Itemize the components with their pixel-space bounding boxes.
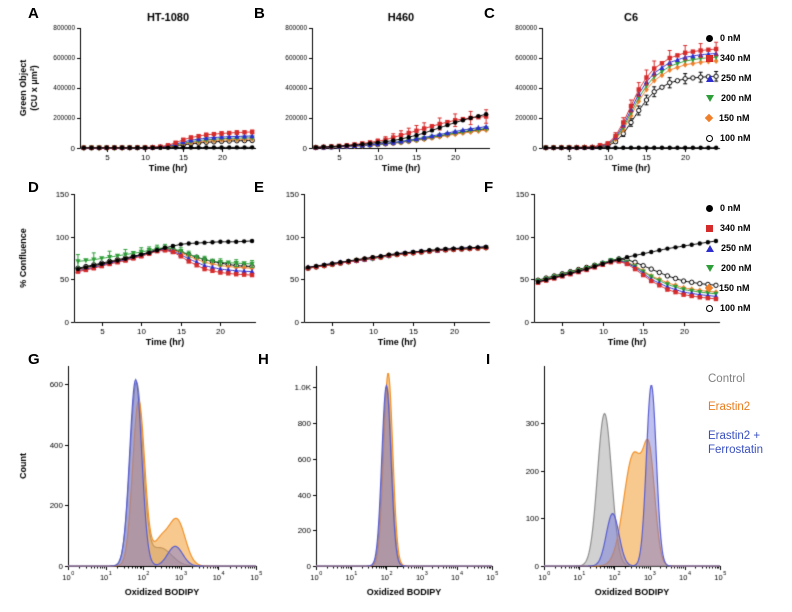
panel-h-chart bbox=[272, 354, 502, 600]
inverted-triangle-marker-icon bbox=[706, 94, 714, 102]
filled-square-marker-icon bbox=[706, 54, 713, 62]
legend-item: 150 nM bbox=[704, 108, 752, 128]
flow-legend: Control Erastin2 Erastin2 + Ferrostatin bbox=[708, 372, 792, 472]
legend-label: 200 nM bbox=[721, 93, 752, 103]
panel-d-chart bbox=[14, 182, 264, 352]
filled-square-marker-icon bbox=[706, 224, 713, 232]
panel-g-chart bbox=[14, 354, 266, 600]
legend-item: 200 nM bbox=[706, 88, 752, 108]
filled-circle-marker-icon bbox=[706, 204, 713, 212]
legend-label: 100 nM bbox=[720, 133, 751, 143]
legend-item: 340 nM bbox=[706, 218, 752, 238]
legend-label: 150 nM bbox=[719, 283, 750, 293]
legend-item: 250 nM bbox=[706, 68, 752, 88]
diamond-marker-icon bbox=[704, 283, 714, 293]
filled-triangle-marker-icon bbox=[706, 74, 714, 82]
legend-item: 100 nM bbox=[706, 128, 752, 148]
legend-label: 340 nM bbox=[720, 53, 751, 63]
inverted-triangle-marker-icon bbox=[706, 264, 714, 272]
legend-item: 340 nM bbox=[706, 48, 752, 68]
legend-label: 250 nM bbox=[721, 73, 752, 83]
legend-item: 0 nM bbox=[706, 28, 752, 48]
legend-label: 100 nM bbox=[720, 303, 751, 313]
panel-a-chart bbox=[14, 8, 264, 178]
legend-item: 200 nM bbox=[706, 258, 752, 278]
open-circle-marker-icon bbox=[706, 304, 713, 312]
legend-item: 100 nM bbox=[706, 298, 752, 318]
panel-f-chart bbox=[496, 182, 728, 352]
legend-item: 150 nM bbox=[704, 278, 752, 298]
panel-i-chart bbox=[500, 354, 730, 600]
legend-item-erastin2-ferrostatin: Erastin2 + Ferrostatin bbox=[708, 429, 763, 457]
legend-label: 200 nM bbox=[721, 263, 752, 273]
diamond-marker-icon bbox=[704, 113, 714, 123]
open-circle-marker-icon bbox=[706, 134, 713, 142]
legend-item: 250 nM bbox=[706, 238, 752, 258]
legend-item-erastin2: Erastin2 bbox=[708, 401, 751, 414]
legend-label: 250 nM bbox=[721, 243, 752, 253]
dose-legend-top: 0 nM 340 nM 250 nM 200 nM 150 nM 100 nM bbox=[704, 28, 752, 148]
panel-b-chart bbox=[266, 8, 498, 178]
legend-label: 150 nM bbox=[719, 113, 750, 123]
dose-legend-bottom: 0 nM 340 nM 250 nM 200 nM 150 nM 100 nM bbox=[704, 198, 752, 318]
legend-item-control: Control bbox=[708, 373, 746, 385]
legend-label: 340 nM bbox=[720, 223, 751, 233]
filled-triangle-marker-icon bbox=[706, 244, 714, 252]
panel-e-chart bbox=[266, 182, 498, 352]
panel-c-chart bbox=[496, 8, 728, 178]
legend-label: 0 nM bbox=[720, 33, 741, 43]
legend-label: 0 nM bbox=[720, 203, 741, 213]
legend-item: 0 nM bbox=[706, 198, 752, 218]
filled-circle-marker-icon bbox=[706, 34, 713, 42]
